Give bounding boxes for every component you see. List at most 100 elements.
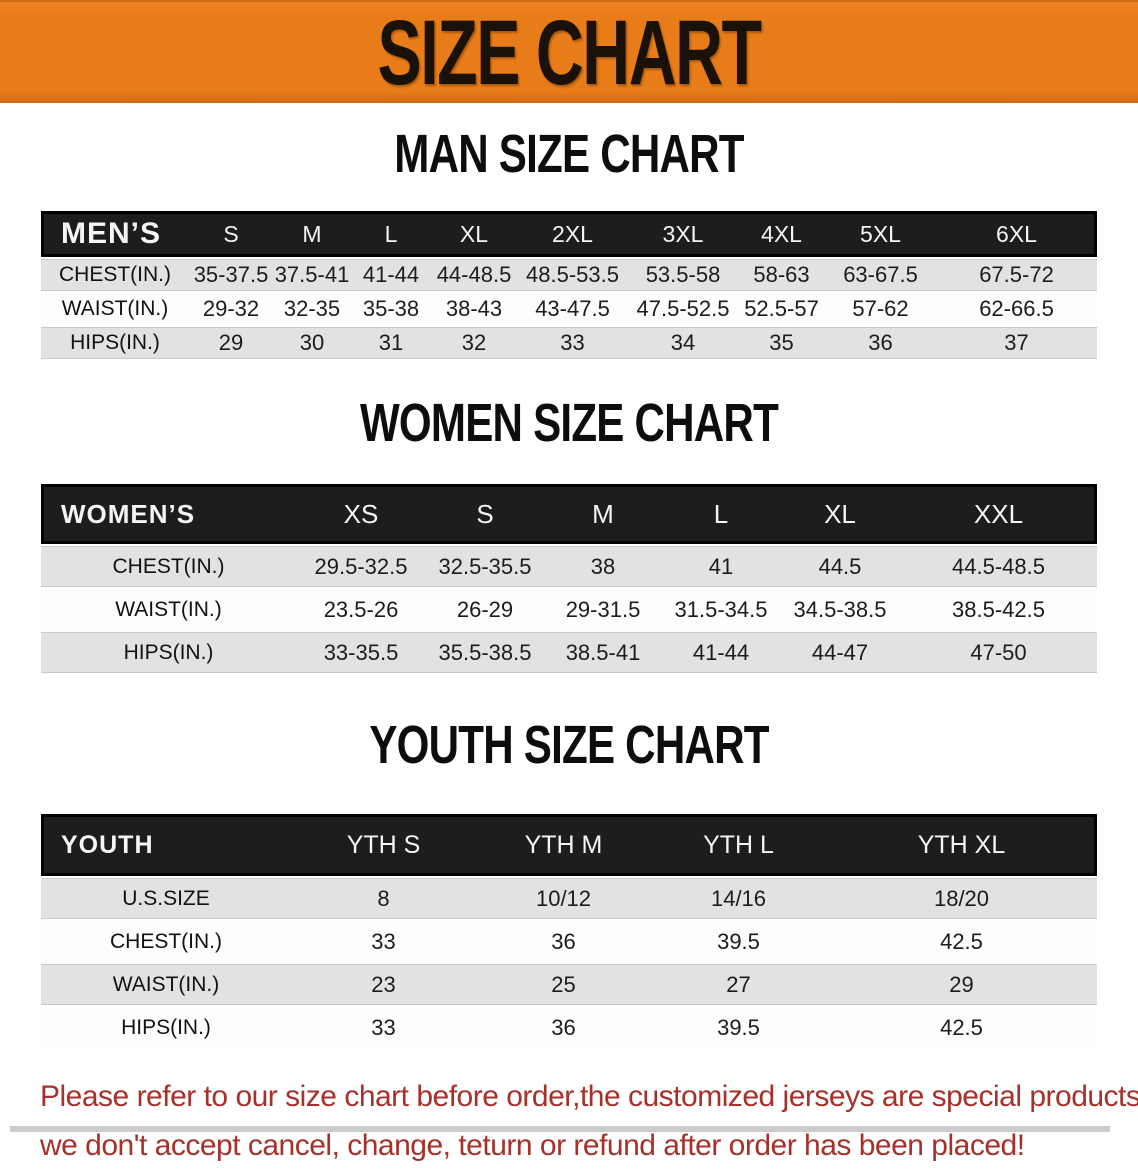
measurement-row: HIPS(IN.) 33-35.5 35.5-38.5 38.5-41 41-44 44-… xyxy=(41,632,1097,673)
size-value: 39.5 xyxy=(651,1007,826,1048)
size-chart-banner: SIZE CHART xyxy=(0,0,1138,103)
measurement-row: WAIST(IN.) 29-32 32-35 35-38 38-43 43-47.5 47.… xyxy=(41,293,1097,325)
size-column-header: S xyxy=(426,484,544,544)
size-value: 34 xyxy=(628,327,738,359)
youth-size-section: YOUTH SIZE CHART YOUTH YTH S YTH M YTH L YTH… xyxy=(0,715,1138,1050)
banner-title: SIZE CHART xyxy=(377,1,761,104)
youth-group-label: YOUTH xyxy=(41,814,291,876)
measurement-row: WAIST(IN.) 23 25 27 29 xyxy=(41,964,1097,1005)
size-value: 38.5-42.5 xyxy=(900,589,1097,630)
size-value: 39.5 xyxy=(651,921,826,962)
womens-size-table: WOMEN’S XS S M L XL XXL CHEST(IN.) 29.5-32.5 32.5… xyxy=(41,482,1097,675)
size-value: 35.5-38.5 xyxy=(426,632,544,673)
womens-section-heading: WOMEN SIZE CHART xyxy=(359,393,779,453)
size-value: 23 xyxy=(291,964,476,1005)
size-column-header: YTH L xyxy=(651,814,826,876)
size-value: 41 xyxy=(662,546,780,587)
row-label: HIPS(IN.) xyxy=(41,327,189,359)
size-value: 44.5-48.5 xyxy=(900,546,1097,587)
size-value: 10/12 xyxy=(476,878,651,919)
size-value: 23.5-26 xyxy=(296,589,426,630)
row-label: WAIST(IN.) xyxy=(41,589,296,630)
size-value: 31 xyxy=(351,327,431,359)
size-value: 52.5-57 xyxy=(738,293,825,325)
size-value: 38.5-41 xyxy=(544,632,662,673)
disclaimer-line-1: Please refer to our size chart before or… xyxy=(40,1080,1138,1113)
size-value: 41-44 xyxy=(662,632,780,673)
size-value: 29-31.5 xyxy=(544,589,662,630)
row-label: CHEST(IN.) xyxy=(41,921,291,962)
size-value: 29-32 xyxy=(189,293,273,325)
size-column-header: 5XL xyxy=(825,211,936,257)
youth-size-table: YOUTH YTH S YTH M YTH L YTH XL U.S.SIZE 8 10/12… xyxy=(41,812,1097,1050)
size-value: 38 xyxy=(544,546,662,587)
size-value: 36 xyxy=(476,921,651,962)
size-column-header: S xyxy=(189,211,273,257)
size-column-header: L xyxy=(662,484,780,544)
size-value: 37.5-41 xyxy=(273,259,351,291)
size-column-header: XXL xyxy=(900,484,1097,544)
mens-size-table: MEN’S S M L XL 2XL 3XL 4XL 5XL 6XL CHEST(IN.) 35-37… xyxy=(41,209,1097,361)
size-value: 67.5-72 xyxy=(936,259,1097,291)
size-value: 44-48.5 xyxy=(431,259,517,291)
size-value: 33 xyxy=(291,1007,476,1048)
mens-section-heading: MAN SIZE CHART xyxy=(394,124,744,184)
size-value: 37 xyxy=(936,327,1097,359)
size-column-header: XL xyxy=(431,211,517,257)
size-value: 18/20 xyxy=(826,878,1097,919)
measurement-row: HIPS(IN.) 33 36 39.5 42.5 xyxy=(41,1007,1097,1048)
bottom-edge-strip xyxy=(10,1126,1110,1132)
size-column-header: 3XL xyxy=(628,211,738,257)
row-label: WAIST(IN.) xyxy=(41,964,291,1005)
size-column-header: M xyxy=(273,211,351,257)
measurement-row: WAIST(IN.) 23.5-26 26-29 29-31.5 31.5-34.5 34… xyxy=(41,589,1097,630)
size-column-header: YTH M xyxy=(476,814,651,876)
size-value: 27 xyxy=(651,964,826,1005)
size-value: 44.5 xyxy=(780,546,900,587)
size-column-header: YTH XL xyxy=(826,814,1097,876)
size-value: 33 xyxy=(517,327,628,359)
size-value: 35-38 xyxy=(351,293,431,325)
size-value: 26-29 xyxy=(426,589,544,630)
size-column-header: 2XL xyxy=(517,211,628,257)
size-value: 53.5-58 xyxy=(628,259,738,291)
measurement-row: CHEST(IN.) 29.5-32.5 32.5-35.5 38 41 44.5 44.5… xyxy=(41,546,1097,587)
womens-group-label: WOMEN’S xyxy=(41,484,296,544)
womens-size-section: WOMEN SIZE CHART WOMEN’S XS S M L XL XXL CHEST(… xyxy=(0,393,1138,675)
womens-header-row: WOMEN’S XS S M L XL XXL xyxy=(41,484,1097,544)
row-label: U.S.SIZE xyxy=(41,878,291,919)
size-value: 42.5 xyxy=(826,921,1097,962)
size-value: 33-35.5 xyxy=(296,632,426,673)
disclaimer-text: Please refer to our size chart before or… xyxy=(40,1072,1138,1170)
size-value: 31.5-34.5 xyxy=(662,589,780,630)
size-value: 32.5-35.5 xyxy=(426,546,544,587)
size-value: 8 xyxy=(291,878,476,919)
size-column-header: 4XL xyxy=(738,211,825,257)
size-value: 30 xyxy=(273,327,351,359)
size-value: 36 xyxy=(476,1007,651,1048)
mens-group-label: MEN’S xyxy=(41,211,189,257)
measurement-row: CHEST(IN.) 33 36 39.5 42.5 xyxy=(41,921,1097,962)
row-label: HIPS(IN.) xyxy=(41,1007,291,1048)
size-value: 41-44 xyxy=(351,259,431,291)
size-value: 44-47 xyxy=(780,632,900,673)
measurement-row: U.S.SIZE 8 10/12 14/16 18/20 xyxy=(41,878,1097,919)
size-column-header: L xyxy=(351,211,431,257)
row-label: HIPS(IN.) xyxy=(41,632,296,673)
size-value: 48.5-53.5 xyxy=(517,259,628,291)
size-value: 42.5 xyxy=(826,1007,1097,1048)
youth-section-heading: YOUTH SIZE CHART xyxy=(369,715,769,775)
measurement-row: HIPS(IN.) 29 30 31 32 33 34 35 36 37 xyxy=(41,327,1097,359)
youth-header-row: YOUTH YTH S YTH M YTH L YTH XL xyxy=(41,814,1097,876)
size-column-header: 6XL xyxy=(936,211,1097,257)
size-value: 58-63 xyxy=(738,259,825,291)
size-value: 35 xyxy=(738,327,825,359)
size-value: 57-62 xyxy=(825,293,936,325)
mens-header-row: MEN’S S M L XL 2XL 3XL 4XL 5XL 6XL xyxy=(41,211,1097,257)
size-column-header: M xyxy=(544,484,662,544)
size-value: 32-35 xyxy=(273,293,351,325)
size-value: 33 xyxy=(291,921,476,962)
size-value: 29 xyxy=(189,327,273,359)
row-label: CHEST(IN.) xyxy=(41,259,189,291)
size-column-header: XL xyxy=(780,484,900,544)
